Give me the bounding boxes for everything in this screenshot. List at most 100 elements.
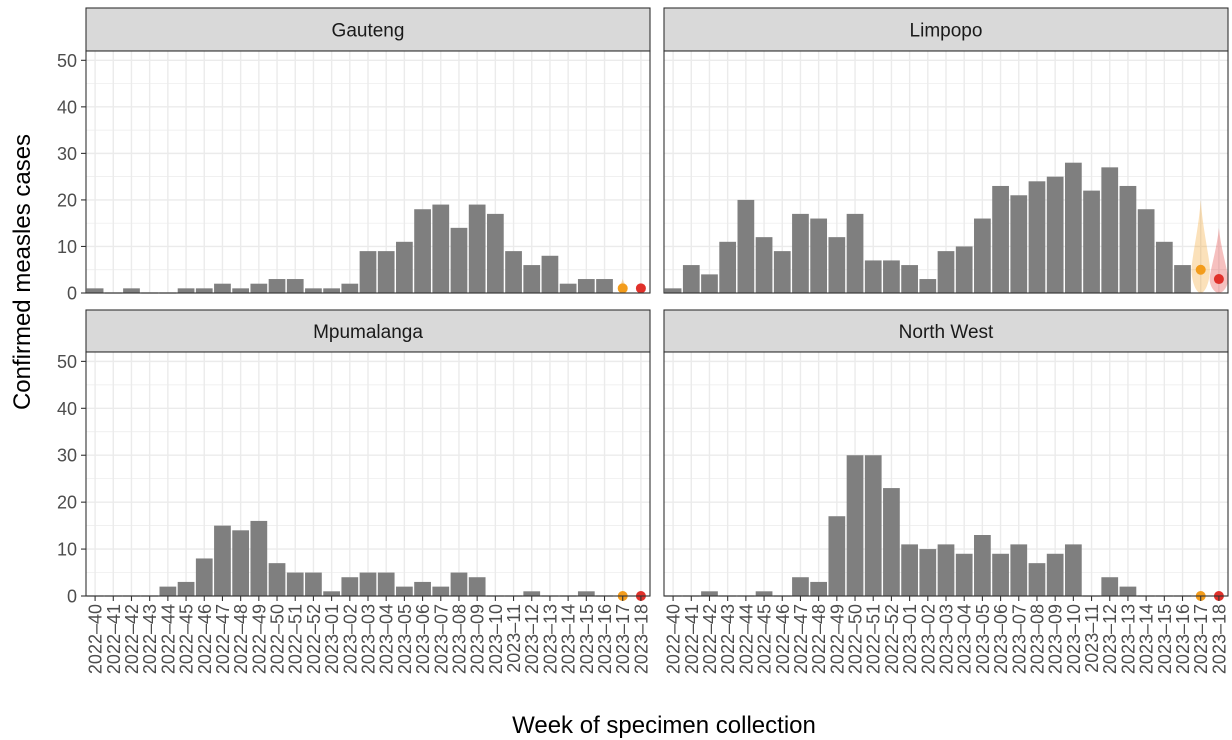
bar	[974, 535, 991, 596]
bar	[1010, 544, 1028, 596]
bar	[432, 586, 450, 596]
bar	[468, 204, 486, 293]
bar	[305, 288, 322, 293]
x-tick-label: 2022–40	[86, 604, 106, 674]
bar	[1028, 181, 1046, 293]
y-tick-label: 20	[57, 493, 77, 513]
bar	[719, 241, 737, 293]
bar	[559, 283, 577, 293]
panel-gauteng: Gauteng 0 10 20 30 40 50	[57, 7, 651, 304]
bar	[1119, 586, 1137, 596]
bar	[359, 572, 377, 596]
bar	[268, 279, 286, 293]
bar	[195, 288, 213, 293]
y-axis-title: Confirmed measles cases	[9, 134, 36, 410]
bar	[1101, 577, 1119, 596]
x-tick-label: 2022–49	[827, 604, 847, 674]
y-tick-label: 10	[57, 237, 77, 257]
x-tick-label: 2023–14	[1137, 604, 1157, 674]
bar	[250, 520, 268, 596]
bar	[810, 581, 828, 596]
x-tick-label: 2023–05	[973, 604, 993, 674]
bar	[864, 455, 882, 596]
bar	[883, 488, 900, 596]
y-tick-label: 0	[67, 587, 77, 607]
bars-limpopo	[664, 162, 1191, 293]
x-tick-label: 2022–51	[286, 604, 306, 674]
x-tick-label: 2022–49	[249, 604, 269, 674]
bar	[432, 204, 450, 293]
bar	[919, 549, 937, 596]
x-tick-label: 2023–11	[1082, 604, 1102, 673]
y-tick-label: 50	[57, 51, 77, 71]
bar	[250, 283, 268, 293]
facet-label-mpumalanga: Mpumalanga	[313, 322, 423, 343]
x-tick-label: 2023–09	[1046, 604, 1066, 674]
bars-mpumalanga	[86, 520, 613, 597]
x-tick-label: 2023–18	[631, 604, 651, 674]
bar	[214, 283, 231, 293]
x-tick-label: 2022–46	[773, 604, 793, 674]
bar	[974, 218, 991, 293]
bar	[1155, 241, 1173, 293]
x-tick-label: 2023–07	[1009, 604, 1029, 674]
x-tick-label: 2022–43	[718, 604, 738, 674]
x-tick-label: 2023–04	[377, 604, 397, 674]
bar	[377, 251, 395, 293]
x-tick-label: 2023–17	[613, 604, 633, 674]
bar	[577, 591, 595, 596]
x-tick-label: 2022–48	[809, 604, 829, 674]
y-tick-label: 40	[57, 97, 77, 117]
x-tick-label: 2023–04	[955, 604, 975, 674]
gridlines	[86, 51, 650, 294]
nowcast-point	[1195, 264, 1206, 275]
bar	[177, 581, 195, 596]
x-tick-label: 2022–40	[664, 604, 684, 674]
bar	[341, 577, 359, 596]
x-tick-label: 2023–02	[340, 604, 360, 674]
x-tick-label: 2023–15	[577, 604, 597, 674]
bar	[992, 185, 1009, 293]
bar	[1046, 176, 1064, 293]
x-tick-label: 2023–10	[486, 604, 506, 674]
bar	[955, 553, 973, 596]
bar	[846, 213, 864, 293]
x-tick-label: 2023–05	[395, 604, 415, 674]
nowcast-point	[635, 283, 646, 294]
x-tick-label: 2023–11	[504, 604, 524, 673]
bar	[359, 251, 377, 293]
bar	[883, 260, 900, 293]
bar	[396, 241, 413, 293]
bar	[1083, 190, 1100, 293]
x-tick-label: 2022–42	[122, 604, 142, 674]
x-tick-label: 2023–03	[359, 604, 379, 674]
bar	[486, 213, 504, 293]
chart-panels: Gauteng 0 10 20 30 40 50 Limpopo Mpumalanga 0 10 20…	[57, 7, 1229, 607]
x-tick-label: 2023–06	[991, 604, 1011, 674]
x-tick-label: 2022–42	[700, 604, 720, 674]
x-tick-label: 2023–07	[431, 604, 451, 674]
bar	[846, 455, 864, 596]
panel-mpumalanga: Mpumalanga 0 10 20 30 40 50	[57, 309, 651, 607]
facet-label-limpopo: Limpopo	[910, 21, 983, 42]
y-tick-label: 30	[57, 446, 77, 466]
bar	[414, 209, 431, 293]
x-tick-label: 2022–44	[736, 604, 756, 674]
nowcast-point	[1213, 274, 1224, 285]
bar	[232, 288, 250, 293]
x-tick-label: 2023–08	[1027, 604, 1047, 674]
y-tick-label: 10	[57, 540, 77, 560]
bar	[323, 288, 340, 293]
bar	[737, 199, 755, 293]
bar	[577, 279, 595, 293]
bar	[792, 213, 809, 293]
bar	[937, 544, 955, 596]
nowcast-limpopo	[1191, 199, 1229, 293]
bar	[919, 279, 937, 293]
x-tick-label: 2022–41	[682, 604, 702, 674]
bar	[682, 265, 700, 293]
nowcast-point	[617, 283, 628, 294]
bar	[828, 516, 846, 596]
bar	[792, 577, 809, 596]
